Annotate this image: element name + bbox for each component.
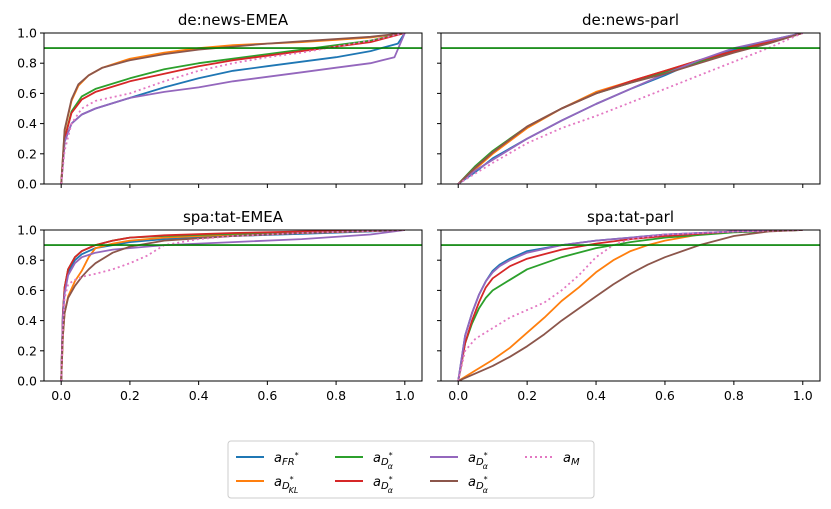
subplot-title: spa:tat-EMEA [183, 208, 284, 226]
x-tick-label: 0.2 [517, 388, 537, 403]
series-line [60, 33, 406, 184]
y-tick-label: 0.6 [17, 86, 37, 101]
x-tick-label: 0.4 [189, 388, 209, 403]
legend-item: aD* α [430, 451, 489, 471]
y-tick-label: 0.2 [17, 343, 37, 358]
x-tick-label: 1.0 [793, 388, 813, 403]
series-group [457, 230, 803, 381]
series-line [457, 230, 803, 381]
y-tick-label: 0.6 [17, 283, 37, 298]
series-line [60, 33, 405, 184]
subplot-1: de:news-EMEA 0.0 0.2 0.4 0.6 0.8 1.0 [17, 11, 423, 192]
axes-frame [440, 229, 821, 382]
legend-frame [227, 440, 595, 499]
y-tick-label: 1.0 [17, 26, 37, 41]
legend-label: aD* α [468, 451, 489, 471]
y-tick-label: 0.8 [17, 253, 37, 268]
series-line [60, 230, 405, 381]
series-line [60, 33, 405, 184]
series-line [60, 33, 406, 184]
y-tick-label: 0.4 [17, 313, 37, 328]
subplot-title: de:news-EMEA [178, 11, 289, 29]
legend-label: aFR* [274, 451, 299, 468]
series-line [457, 230, 803, 381]
legend-item: aM [525, 451, 580, 468]
x-tick-label: 0.8 [724, 388, 744, 403]
x-tick-label: 0.0 [51, 388, 71, 403]
legend-label: aD* α [373, 451, 394, 471]
series-line [457, 230, 803, 381]
x-tick-label: 0.4 [586, 388, 606, 403]
axes-frame [440, 32, 821, 185]
x-tick-label: 0.0 [448, 388, 468, 403]
y-tick-label: 0.4 [17, 116, 37, 131]
series-line [457, 230, 803, 381]
x-tick-label: 0.8 [326, 388, 346, 403]
series-line [457, 33, 804, 184]
subplot-2: de:news-parl [437, 11, 821, 188]
subplot-3: spa:tat-EMEA 0.0 0.2 0.4 0.6 0.8 1.0 0.0 0.2 0.4 0… [17, 208, 423, 403]
y-tick-label: 0.8 [17, 56, 37, 71]
series-line [60, 230, 405, 381]
series-group [457, 33, 804, 184]
series-line [60, 33, 405, 184]
y-tick-label: 0.0 [17, 177, 37, 192]
series-line [457, 230, 803, 381]
x-tick-label: 0.6 [257, 388, 277, 403]
subplot-4: spa:tat-parl 0.0 0.2 0.4 0.6 0.8 1.0 [437, 208, 821, 403]
legend-label: aD* α [373, 475, 394, 495]
legend-item: aD* KL [236, 475, 298, 495]
legend-item: aFR* [236, 451, 299, 468]
y-tick-label: 1.0 [17, 223, 37, 238]
legend-item: aD* α [335, 475, 394, 495]
series-line [457, 230, 803, 381]
series-line [457, 33, 804, 184]
subplot-grid: de:news-EMEA 0.0 0.2 0.4 0.6 0.8 1.0 de:news-pa… [17, 11, 821, 403]
x-tick-label: 0.2 [120, 388, 140, 403]
series-line [60, 33, 406, 184]
x-tick-label: 0.6 [655, 388, 675, 403]
series-line [457, 33, 803, 184]
y-tick-label: 0.0 [17, 374, 37, 389]
series-group [60, 230, 405, 381]
axes-frame [43, 32, 423, 185]
series-line [457, 230, 803, 381]
legend-label: aD* KL [274, 475, 298, 495]
axes-frame [43, 229, 423, 382]
legend-item: aD* α [430, 475, 489, 495]
legend-label: aD* α [468, 475, 489, 495]
legend: aFR* aD* KL aD* α aD* α aD* α aD* α aM [227, 440, 595, 499]
subplot-title: spa:tat-parl [587, 208, 674, 226]
series-line [60, 33, 405, 184]
series-line [60, 230, 405, 381]
legend-item: aD* α [335, 451, 394, 471]
legend-label: aM [563, 451, 580, 468]
subplot-title: de:news-parl [582, 11, 679, 29]
series-group [60, 33, 406, 184]
x-tick-label: 1.0 [395, 388, 415, 403]
y-tick-label: 0.2 [17, 146, 37, 161]
